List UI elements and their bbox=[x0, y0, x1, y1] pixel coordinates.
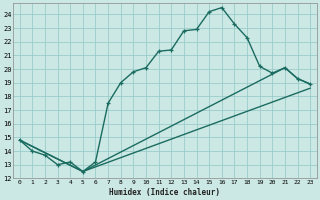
X-axis label: Humidex (Indice chaleur): Humidex (Indice chaleur) bbox=[109, 188, 220, 197]
